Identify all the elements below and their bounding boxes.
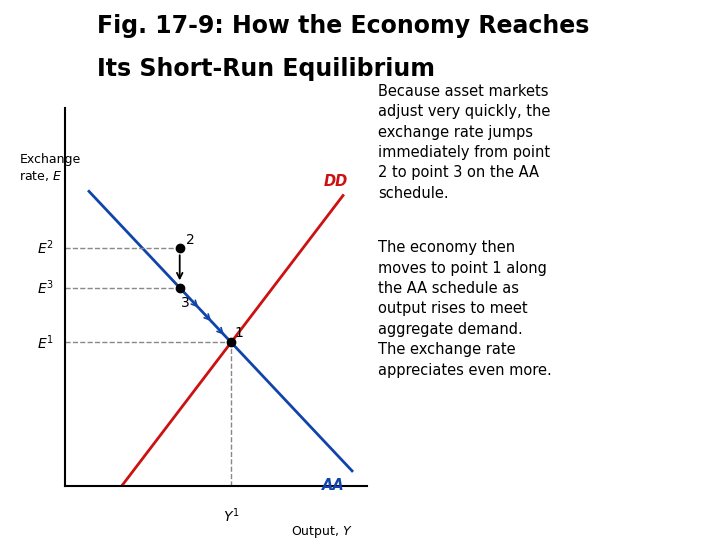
Text: 17-27: 17-27: [679, 519, 709, 529]
Text: Exchange
rate, $E$: Exchange rate, $E$: [19, 153, 81, 183]
Text: Because asset markets
adjust very quickly, the
exchange rate jumps
immediately f: Because asset markets adjust very quickl…: [378, 84, 550, 201]
Text: $E^3$: $E^3$: [37, 279, 54, 297]
Text: 1: 1: [234, 326, 243, 340]
Text: $E^2$: $E^2$: [37, 239, 54, 257]
Text: $E^1$: $E^1$: [37, 333, 54, 352]
Text: $Y^1$: $Y^1$: [222, 507, 240, 525]
Text: Output, $Y$: Output, $Y$: [291, 524, 353, 540]
Text: DD: DD: [323, 174, 348, 189]
Text: Fig. 17-9: How the Economy Reaches: Fig. 17-9: How the Economy Reaches: [97, 14, 590, 37]
Text: Its Short-Run Equilibrium: Its Short-Run Equilibrium: [97, 57, 435, 80]
Text: The economy then
moves to point 1 along
the AA schedule as
output rises to meet
: The economy then moves to point 1 along …: [378, 240, 552, 377]
Text: $: $: [13, 18, 44, 60]
Text: 2: 2: [186, 233, 194, 247]
Text: AA: AA: [322, 478, 345, 493]
Text: Copyright ©2015 Pearson Education, Inc. All rights reserved.: Copyright ©2015 Pearson Education, Inc. …: [11, 519, 330, 529]
Text: 3: 3: [181, 295, 190, 309]
